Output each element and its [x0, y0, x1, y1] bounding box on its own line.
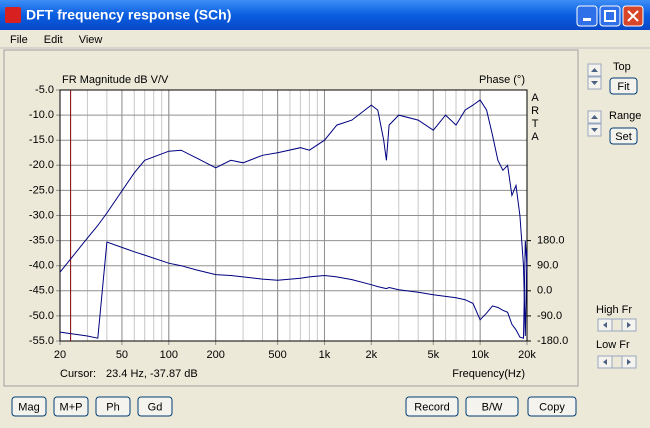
menu-item[interactable]: File — [10, 34, 28, 46]
y2-tick-label: 180.0 — [537, 235, 565, 247]
series-line — [59, 240, 528, 339]
y-tick-label: -30.0 — [29, 209, 54, 221]
view-button[interactable] — [53, 396, 89, 417]
x-tick-label: 20 — [54, 349, 66, 361]
scroll-right-arrow — [627, 322, 631, 328]
side-label: ARTA — [529, 92, 541, 144]
x-tick-label: 5k — [427, 349, 439, 361]
fit-button-label: Fit — [617, 81, 629, 93]
y-tick-label: -10.0 — [29, 109, 54, 121]
menu-item[interactable]: Edit — [44, 34, 63, 46]
action-button-label: B/W — [482, 401, 503, 413]
set-button[interactable] — [609, 127, 638, 145]
x-tick-label: 100 — [160, 349, 178, 361]
title-bar — [0, 0, 650, 30]
window-title: DFT frequency response (SCh) — [26, 7, 231, 23]
spin-down-arrow — [591, 128, 598, 132]
range-label: Range — [609, 110, 641, 122]
view-button-label: M+P — [60, 401, 83, 413]
minimize-icon — [583, 18, 591, 21]
y-tick-label: -40.0 — [29, 260, 54, 272]
y2-axis-title: Phase (°) — [479, 74, 525, 86]
maximize-button[interactable] — [599, 5, 621, 27]
x-tick-label: 20k — [518, 349, 536, 361]
y-tick-label: -50.0 — [29, 310, 54, 322]
view-button[interactable] — [95, 396, 131, 417]
close-icon — [627, 10, 639, 22]
x-tick-label: 10k — [471, 349, 489, 361]
scroll-track — [611, 318, 623, 332]
y2-tick-label: -90.0 — [537, 310, 562, 322]
plot-border — [59, 89, 528, 342]
minimize-button[interactable] — [576, 5, 598, 27]
y-tick-label: -15.0 — [29, 134, 54, 146]
scroll-left-arrow — [603, 359, 607, 365]
low-fr-label: Low Fr — [596, 339, 630, 351]
scroll-right-arrow — [627, 359, 631, 365]
spin-up-arrow — [591, 115, 598, 119]
spin-up-arrow — [591, 68, 598, 72]
x-axis-title: Frequency(Hz) — [452, 368, 525, 380]
action-button-label: Copy — [539, 401, 565, 413]
y2-tick-label: 90.0 — [537, 260, 558, 272]
x-tick-label: 200 — [206, 349, 224, 361]
x-tick-label: 50 — [116, 349, 128, 361]
action-button[interactable] — [465, 396, 519, 417]
cursor-readout: 23.4 Hz, -37.87 dB — [106, 368, 198, 380]
cursor-label: Cursor: — [60, 368, 96, 380]
menu-item[interactable]: View — [79, 34, 103, 46]
view-button-label: Gd — [148, 401, 163, 413]
view-button-label: Ph — [106, 401, 119, 413]
top-label: Top — [613, 61, 631, 73]
app-icon — [5, 7, 21, 23]
action-button[interactable] — [527, 396, 577, 417]
spin-down-arrow — [591, 81, 598, 85]
y-tick-label: -55.0 — [29, 335, 54, 347]
y-tick-label: -25.0 — [29, 184, 54, 196]
x-tick-label: 1k — [319, 349, 331, 361]
scroll-left-arrow — [603, 322, 607, 328]
maximize-icon — [604, 10, 616, 22]
set-button-label: Set — [615, 131, 632, 143]
y-tick-label: -20.0 — [29, 159, 54, 171]
series-line — [59, 99, 528, 337]
y-tick-label: -5.0 — [35, 84, 54, 96]
x-tick-label: 2k — [366, 349, 378, 361]
scroll-track — [611, 355, 623, 369]
y2-tick-label: -180.0 — [537, 335, 568, 347]
view-button-label: Mag — [18, 401, 39, 413]
fit-button[interactable] — [609, 77, 638, 95]
y2-tick-label: 0.0 — [537, 285, 552, 297]
action-button[interactable] — [405, 396, 459, 417]
view-button[interactable] — [11, 396, 47, 417]
view-button[interactable] — [137, 396, 173, 417]
y-axis-title: FR Magnitude dB V/V — [62, 74, 169, 86]
action-button-label: Record — [414, 401, 449, 413]
y-tick-label: -45.0 — [29, 285, 54, 297]
x-tick-label: 500 — [268, 349, 286, 361]
y-tick-label: -35.0 — [29, 235, 54, 247]
high-fr-label: High Fr — [596, 304, 632, 316]
